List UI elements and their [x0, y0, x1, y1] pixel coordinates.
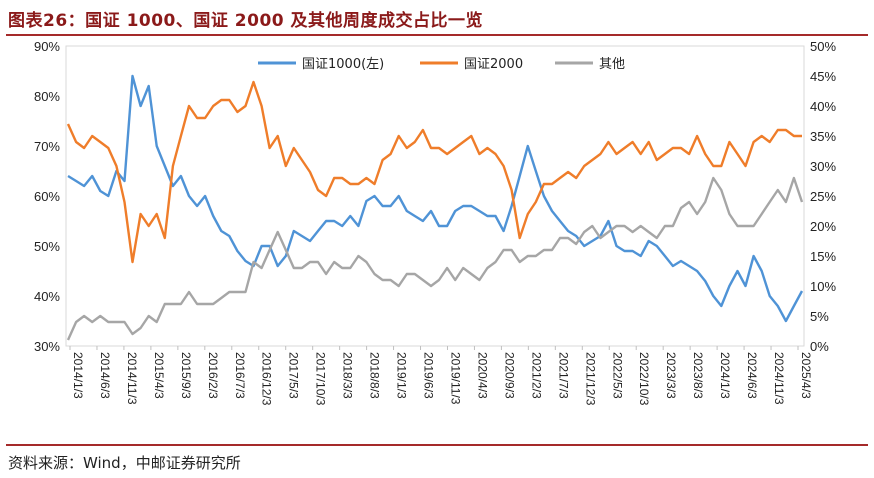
x-tick-label: 2016/2/3 — [206, 352, 220, 399]
x-tick-label: 2021/7/3 — [556, 352, 570, 399]
right-tick-label: 0% — [810, 339, 829, 354]
legend-label-0: 国证1000(左) — [302, 57, 384, 72]
plot-frame — [65, 45, 805, 347]
left-tick-label: 80% — [34, 89, 60, 104]
chart-title: 图表26：国证 1000、国证 2000 及其他周度成交占比一览 — [8, 11, 484, 31]
x-tick-label: 2022/10/3 — [637, 352, 651, 406]
x-tick-label: 2021/12/3 — [583, 352, 597, 406]
right-axis: 0% 5% 10% 15% 20% 25% 30% 35% 40% 45% 50% — [810, 39, 836, 354]
left-tick-label: 50% — [34, 239, 60, 254]
x-tick-label: 2023/3/3 — [664, 352, 678, 399]
left-tick-label: 70% — [34, 139, 60, 154]
x-tick-label: 2020/4/3 — [475, 352, 489, 399]
right-tick-label: 5% — [810, 309, 829, 324]
x-tick-label: 2024/1/3 — [718, 352, 732, 399]
right-tick-label: 45% — [810, 69, 836, 84]
legend-label-1: 国证2000 — [464, 57, 523, 72]
right-tick-label: 35% — [810, 129, 836, 144]
x-tick-label: 2019/1/3 — [395, 352, 409, 399]
right-tick-label: 40% — [810, 99, 836, 114]
x-tick-label: 2020/9/3 — [502, 352, 516, 399]
x-tick-label: 2024/6/3 — [745, 352, 759, 399]
left-tick-label: 90% — [34, 39, 60, 54]
x-tick-label: 2023/8/3 — [691, 352, 705, 399]
legend: 国证1000(左) 国证2000 其他 — [258, 57, 625, 72]
x-tick-label: 2014/1/3 — [71, 352, 85, 399]
x-tick-label: 2017/5/3 — [287, 352, 301, 399]
source-rule — [6, 444, 868, 446]
series-line-1 — [66, 80, 802, 264]
title-rule — [6, 34, 868, 36]
x-tick-label: 2017/10/3 — [314, 352, 328, 406]
x-tick-label: 2019/6/3 — [422, 352, 436, 399]
x-axis: 2014/1/3 2014/6/3 2014/11/3 2015/4/3 2015/9/… — [69, 346, 813, 406]
left-tick-label: 40% — [34, 289, 60, 304]
x-tick-label: 2016/12/3 — [260, 352, 274, 406]
series-line-2 — [66, 176, 804, 341]
x-tick-label: 2022/5/3 — [610, 352, 624, 399]
right-tick-label: 10% — [810, 279, 836, 294]
x-tick-label: 2018/8/3 — [368, 352, 382, 399]
right-tick-label: 30% — [810, 159, 836, 174]
right-tick-label: 50% — [810, 39, 836, 54]
series-group — [66, 74, 804, 341]
chart: 30% 40% 50% 60% 70% 80% 90% 0% 5% 10% 15% 20% 25% 30… — [34, 39, 836, 406]
legend-label-2: 其他 — [599, 57, 625, 72]
right-tick-label: 15% — [810, 249, 836, 264]
series-line-0 — [67, 74, 804, 323]
x-tick-label: 2018/3/3 — [341, 352, 355, 399]
x-tick-label: 2015/4/3 — [152, 352, 166, 399]
left-tick-label: 60% — [34, 189, 60, 204]
x-tick-label: 2021/2/3 — [529, 352, 543, 399]
x-tick-label: 2014/11/3 — [125, 352, 139, 405]
x-tick-label: 2016/7/3 — [233, 352, 247, 399]
x-tick-label: 2024/11/3 — [772, 352, 786, 405]
x-tick-label: 2015/9/3 — [179, 352, 193, 399]
x-tick-label: 2014/6/3 — [98, 352, 112, 399]
right-tick-label: 20% — [810, 219, 836, 234]
left-axis: 30% 40% 50% 60% 70% 80% 90% — [34, 39, 60, 354]
source-note: 资料来源：Wind，中邮证券研究所 — [8, 454, 241, 472]
right-tick-label: 25% — [810, 189, 836, 204]
left-tick-label: 30% — [34, 339, 60, 354]
x-tick-label: 2019/11/3 — [448, 352, 462, 405]
x-tick-label: 2025/4/3 — [799, 352, 813, 399]
